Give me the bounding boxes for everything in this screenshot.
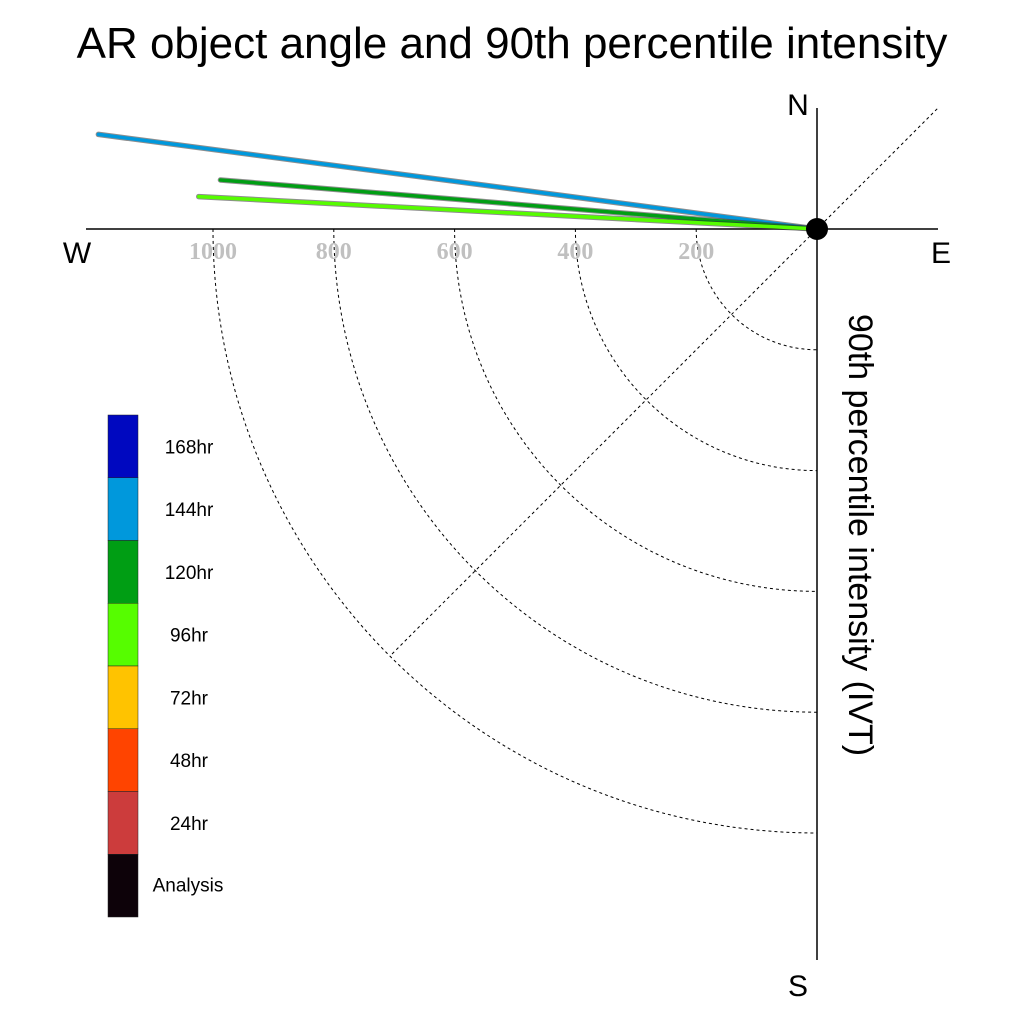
legend-swatch-144hr	[107, 477, 139, 541]
ring-arc-1000	[212, 228, 818, 834]
ring-arc-600	[454, 228, 818, 592]
compass-north: N	[787, 89, 809, 122]
series-stroke-120hr	[218, 178, 819, 231]
ring-arc-400	[574, 228, 818, 472]
legend-label-48hr: 48hr	[170, 751, 209, 772]
guides	[212, 108, 938, 834]
compass-east: E	[931, 237, 951, 270]
legend-swatch-168hr	[107, 414, 139, 478]
ring-label-200: 200	[678, 239, 714, 265]
legend-label-Analysis: Analysis	[153, 875, 224, 896]
origin-point	[806, 218, 828, 240]
ring-arc-800	[333, 228, 818, 713]
chart-title: AR object angle and 90th percentile inte…	[77, 19, 948, 68]
compass-west: W	[63, 237, 92, 270]
legend-swatch-48hr	[107, 728, 139, 792]
ring-label-600: 600	[437, 239, 473, 265]
ring-arc-200	[695, 228, 818, 351]
legend-label-120hr: 120hr	[165, 563, 214, 584]
compass-south: S	[788, 970, 808, 1003]
intensity-axis-label: 90th percentile intensity (IVT)	[841, 314, 879, 756]
series-stroke-96hr	[196, 194, 819, 231]
ring-labels: 200 400 600 800 1000	[189, 239, 714, 265]
ring-label-1000: 1000	[189, 239, 237, 265]
diagonal-guide	[389, 108, 938, 657]
legend-swatch-72hr	[107, 665, 139, 729]
ring-label-400: 400	[557, 239, 593, 265]
legend-label-72hr: 72hr	[170, 688, 209, 709]
legend-swatch-Analysis	[107, 854, 139, 918]
series-line-96hr	[195, 193, 820, 232]
legend-label-168hr: 168hr	[165, 437, 214, 458]
series-stroke-144hr	[96, 132, 819, 231]
ring-label-800: 800	[316, 239, 352, 265]
legend-label-144hr: 144hr	[165, 500, 214, 521]
legend-swatch-24hr	[107, 791, 139, 855]
legend-label-24hr: 24hr	[170, 814, 209, 835]
legend-label-96hr: 96hr	[170, 626, 209, 647]
series-line-120hr	[217, 177, 820, 232]
legend-swatch-96hr	[107, 603, 139, 667]
legend: 168hr 144hr 120hr 96hr 72hr 48hr 24hr Analysis	[107, 414, 224, 918]
series-lines	[95, 131, 820, 232]
legend-swatch-120hr	[107, 540, 139, 604]
series-line-144hr	[95, 131, 820, 232]
